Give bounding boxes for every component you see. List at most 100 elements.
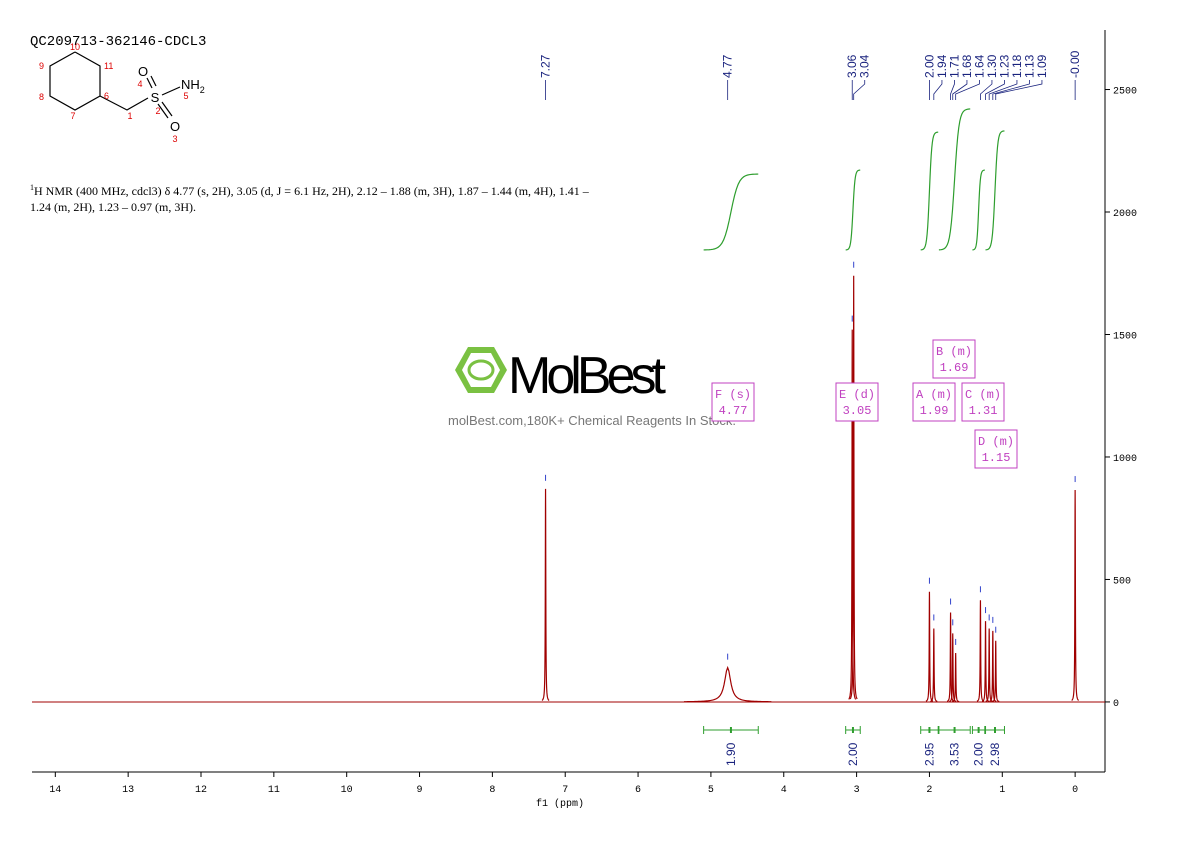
x-tick-label: 2 bbox=[926, 785, 932, 796]
integral-label: 2.00 bbox=[846, 742, 860, 766]
y-tick-label: 2500 bbox=[1113, 87, 1137, 98]
multiplet-box bbox=[835, 382, 879, 422]
atom-number: 3 bbox=[172, 134, 177, 144]
peak-label: 1.94 bbox=[935, 54, 949, 78]
atom-number: 9 bbox=[39, 61, 44, 71]
peak bbox=[930, 628, 938, 703]
integral-label: 2.98 bbox=[988, 742, 1002, 766]
peak-label: 1.64 bbox=[972, 54, 986, 78]
multiplet-shift: 4.77 bbox=[719, 404, 748, 418]
integral-curve bbox=[985, 130, 1005, 251]
peak-label: 1.09 bbox=[1035, 54, 1049, 78]
integral-curve bbox=[920, 131, 939, 251]
x-tick-label: 0 bbox=[1072, 785, 1078, 796]
peak-label-connector bbox=[980, 80, 993, 100]
peak-label: 1.71 bbox=[947, 54, 961, 78]
x-tick-label: 13 bbox=[122, 785, 134, 796]
atom-subscript: 2 bbox=[200, 85, 205, 95]
peak-label: 2.00 bbox=[922, 54, 936, 78]
peak bbox=[849, 275, 858, 700]
multiplet-label: C (m) bbox=[965, 388, 1001, 402]
logo-hexagon bbox=[462, 353, 500, 387]
logo bbox=[455, 347, 507, 393]
atom: S bbox=[151, 90, 160, 105]
description-text: H NMR (400 MHz, cdcl3) δ 4.77 (s, 2H), 3… bbox=[30, 184, 589, 214]
atom-number: 1 bbox=[127, 111, 132, 121]
atom-number: 10 bbox=[70, 42, 80, 52]
y-tick-label: 1000 bbox=[1113, 454, 1137, 465]
multiplet-box bbox=[961, 382, 1005, 422]
peak-label: -0.00 bbox=[1068, 50, 1082, 78]
multiplet-box bbox=[711, 382, 755, 422]
bond bbox=[150, 75, 157, 87]
peak bbox=[946, 612, 955, 702]
multiplet-label: D (m) bbox=[978, 435, 1014, 449]
integral-curve bbox=[938, 108, 971, 251]
multiplet-box bbox=[912, 382, 956, 422]
superscript: 1 bbox=[30, 183, 34, 192]
atom: O bbox=[138, 64, 148, 79]
peak-label-connector bbox=[985, 80, 1005, 100]
atom: O bbox=[170, 119, 180, 134]
y-tick-label: 2000 bbox=[1113, 209, 1137, 220]
y-tick-label: 0 bbox=[1113, 699, 1119, 710]
integral-curve bbox=[703, 173, 759, 251]
peak-label-connector bbox=[853, 80, 866, 100]
peak-label: 3.04 bbox=[858, 54, 872, 78]
multiplet-label: B (m) bbox=[936, 345, 972, 359]
multiplet-shift: 1.31 bbox=[969, 404, 998, 418]
x-tick-label: 7 bbox=[562, 785, 568, 796]
atom-number: 4 bbox=[137, 79, 142, 89]
peak-label: 4.77 bbox=[721, 54, 735, 78]
peak-label: 1.18 bbox=[1010, 54, 1024, 78]
peak-label: 1.68 bbox=[960, 54, 974, 78]
atom-number: 2 bbox=[155, 106, 160, 116]
peak-label: 3.06 bbox=[845, 54, 859, 78]
x-tick-label: 3 bbox=[854, 785, 860, 796]
peak-label: 1.23 bbox=[997, 54, 1011, 78]
y-tick-label: 1500 bbox=[1113, 331, 1137, 342]
peak bbox=[848, 329, 857, 700]
x-tick-label: 14 bbox=[49, 785, 61, 796]
x-tick-label: 9 bbox=[417, 785, 423, 796]
x-tick-label: 4 bbox=[781, 785, 787, 796]
multiplet-shift: 1.15 bbox=[982, 451, 1011, 465]
x-axis-label: f1 (ppm) bbox=[536, 798, 584, 810]
atom: NH bbox=[181, 77, 200, 92]
atom-number: 7 bbox=[70, 111, 75, 121]
peak-label-connector bbox=[955, 80, 980, 100]
watermark-slogan: molBest.com,180K+ Chemical Reagents In S… bbox=[448, 413, 736, 428]
multiplet-shift: 1.69 bbox=[940, 361, 969, 375]
x-tick-label: 1 bbox=[999, 785, 1005, 796]
atom-number: 11 bbox=[104, 61, 113, 71]
multiplet-label: F (s) bbox=[715, 388, 751, 402]
x-tick-label: 10 bbox=[341, 785, 353, 796]
nmr-description: 1H NMR (400 MHz, cdcl3) δ 4.77 (s, 2H), … bbox=[30, 180, 590, 215]
bond bbox=[161, 101, 173, 117]
peak-label: 1.13 bbox=[1022, 54, 1036, 78]
peak-label-connector bbox=[992, 80, 1030, 100]
x-tick-label: 8 bbox=[489, 785, 495, 796]
integral-label: 2.95 bbox=[922, 742, 936, 766]
peak bbox=[992, 640, 1000, 703]
multiplet-label: E (d) bbox=[839, 388, 875, 402]
bond bbox=[157, 103, 169, 119]
peak-label-connector bbox=[933, 80, 943, 100]
peak-label: 7.27 bbox=[539, 54, 553, 78]
peak bbox=[976, 600, 985, 702]
peak bbox=[981, 621, 990, 702]
multiplet-box bbox=[932, 339, 976, 379]
watermark-brand: MolBest bbox=[508, 347, 667, 405]
integral-curve bbox=[845, 169, 861, 251]
integral-curve bbox=[972, 169, 985, 251]
atom: NH2 bbox=[181, 77, 205, 95]
peak-label-connector bbox=[995, 80, 1043, 100]
logo-ring bbox=[467, 359, 495, 381]
multiplet-label: A (m) bbox=[916, 388, 952, 402]
multiplet-box bbox=[974, 429, 1018, 469]
atom-number: 8 bbox=[39, 92, 44, 102]
peak-label-connector bbox=[952, 80, 968, 100]
structure bbox=[49, 51, 181, 119]
